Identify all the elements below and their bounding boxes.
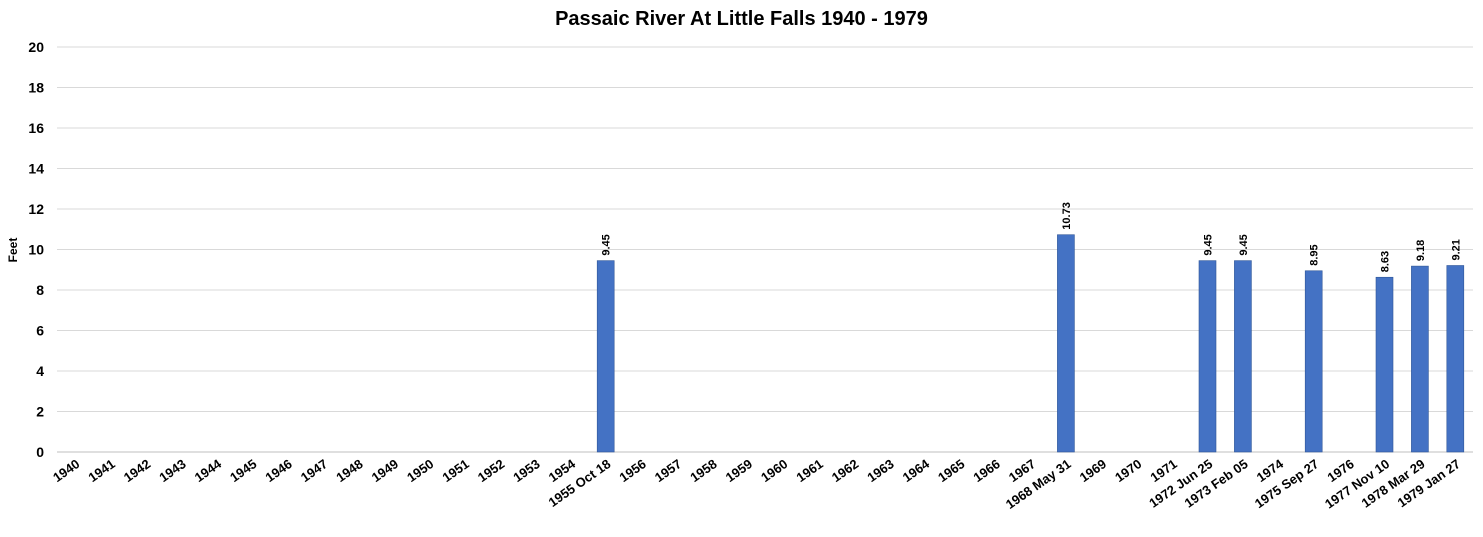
x-tick-label: 1943 <box>156 456 188 485</box>
data-label: 9.45 <box>1203 234 1215 255</box>
bar <box>1198 260 1217 453</box>
data-label: 8.63 <box>1380 251 1392 272</box>
x-tick-label: 1948 <box>333 456 365 485</box>
y-tick-label: 6 <box>36 323 44 339</box>
y-tick-label: 2 <box>36 404 44 420</box>
data-label: 10.73 <box>1061 202 1073 230</box>
x-axis-ticks: 1940 1941 1942 1943 1944 1945 1946 1947 1948 1949… <box>50 456 1463 512</box>
x-tick-label: 1964 <box>900 456 933 485</box>
y-tick-label: 8 <box>36 282 44 298</box>
x-tick-label: 1941 <box>86 456 118 485</box>
bar <box>596 260 615 453</box>
x-tick-label: 1959 <box>723 456 755 485</box>
chart-title: Passaic River At Little Falls 1940 - 197… <box>555 8 928 30</box>
y-tick-label: 18 <box>28 80 44 96</box>
x-tick-label: 1952 <box>475 456 507 485</box>
data-label: 9.18 <box>1415 240 1427 261</box>
y-tick-label: 12 <box>28 201 44 217</box>
x-tick-label: 1940 <box>50 456 82 485</box>
x-tick-label: 1962 <box>829 456 861 485</box>
bar <box>1446 265 1465 453</box>
data-label: 9.45 <box>601 234 613 255</box>
x-tick-label: 1944 <box>192 456 225 485</box>
x-tick-label: 1946 <box>263 456 295 485</box>
x-tick-label: 1953 <box>510 456 542 485</box>
y-tick-label: 0 <box>36 444 44 460</box>
x-tick-label: 1960 <box>758 456 790 485</box>
bar <box>1411 265 1429 453</box>
x-tick-label: 1945 <box>227 456 259 485</box>
x-tick-label: 1969 <box>1077 456 1109 485</box>
x-tick-label: 1947 <box>298 456 330 485</box>
y-tick-label: 4 <box>36 363 44 379</box>
x-tick-label: 1961 <box>794 456 826 485</box>
bar <box>1234 260 1252 453</box>
data-label: 8.95 <box>1309 244 1321 265</box>
y-tick-label: 20 <box>28 39 44 55</box>
x-tick-label: 1956 <box>617 456 649 485</box>
data-label: 9.45 <box>1238 234 1250 255</box>
y-tick-label: 16 <box>28 120 44 136</box>
x-tick-label: 1949 <box>369 456 401 485</box>
x-tick-label: 1951 <box>440 456 472 485</box>
bars <box>596 234 1465 453</box>
x-tick-label: 1942 <box>121 456 153 485</box>
x-tick-label: 1963 <box>864 456 896 485</box>
x-tick-label: 1966 <box>971 456 1003 485</box>
bar <box>1057 234 1075 453</box>
x-tick-label: 1950 <box>404 456 436 485</box>
bar <box>1375 276 1394 453</box>
x-tick-label: 1965 <box>935 456 967 485</box>
y-axis-ticks: 0 2 4 6 8 10 12 14 16 18 20 <box>28 39 44 460</box>
x-tick-label: 1970 <box>1112 456 1144 485</box>
y-axis-label: Feet <box>6 238 20 263</box>
data-labels: 9.45 10.73 9.45 9.45 8.95 8.63 9.18 9.21 <box>601 202 1463 272</box>
x-tick-label: 1958 <box>687 456 719 485</box>
y-tick-label: 14 <box>28 161 44 177</box>
gridlines <box>57 46 1473 453</box>
y-tick-label: 10 <box>28 242 44 258</box>
bar <box>1304 270 1323 453</box>
x-tick-label: 1957 <box>652 456 684 485</box>
data-label: 9.21 <box>1450 239 1462 260</box>
